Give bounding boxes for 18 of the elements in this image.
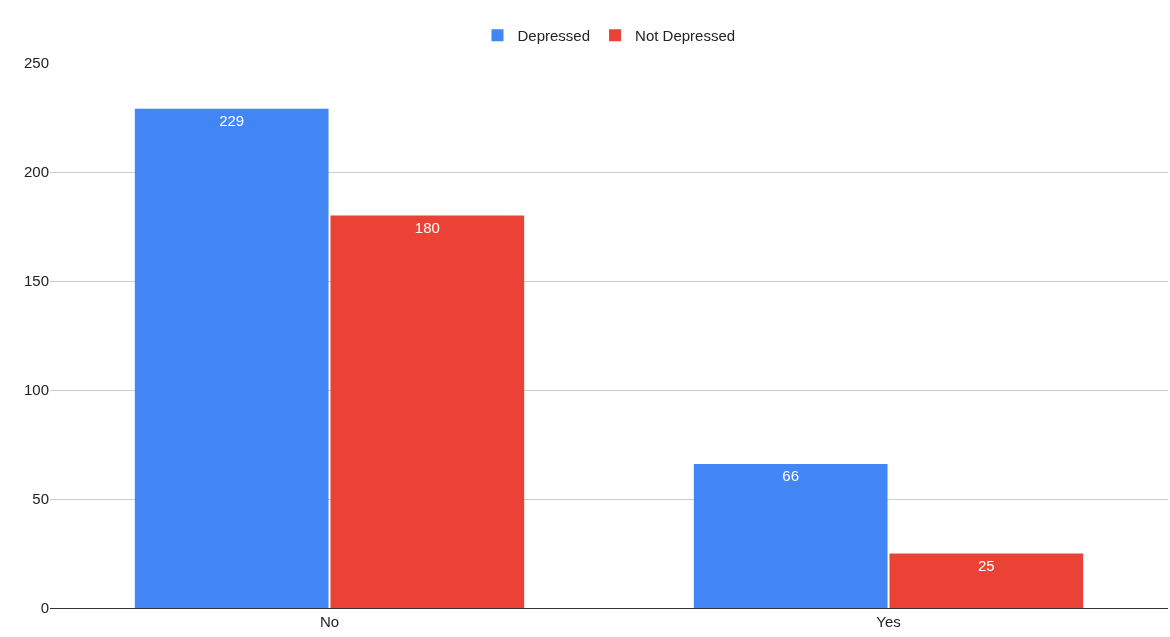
legend-label: Depressed <box>517 27 591 45</box>
x-tick-label: Yes <box>876 613 901 630</box>
bar <box>693 464 888 608</box>
y-tick-label: 200 <box>23 163 49 181</box>
data-label: 180 <box>414 218 440 236</box>
data-label: 25 <box>977 556 995 574</box>
y-tick-label: 150 <box>23 272 49 290</box>
bar <box>134 108 329 608</box>
y-tick-label: 0 <box>40 599 49 617</box>
y-tick-label: 250 <box>23 54 49 72</box>
bar <box>330 215 525 608</box>
x-tick-label: No <box>319 613 340 630</box>
bar <box>889 553 1084 608</box>
y-tick-label: 50 <box>32 490 49 508</box>
data-label: 229 <box>219 111 245 129</box>
data-label: 66 <box>782 467 800 485</box>
legend-label: Not Depressed <box>635 27 736 45</box>
y-tick-label: 100 <box>23 381 49 399</box>
